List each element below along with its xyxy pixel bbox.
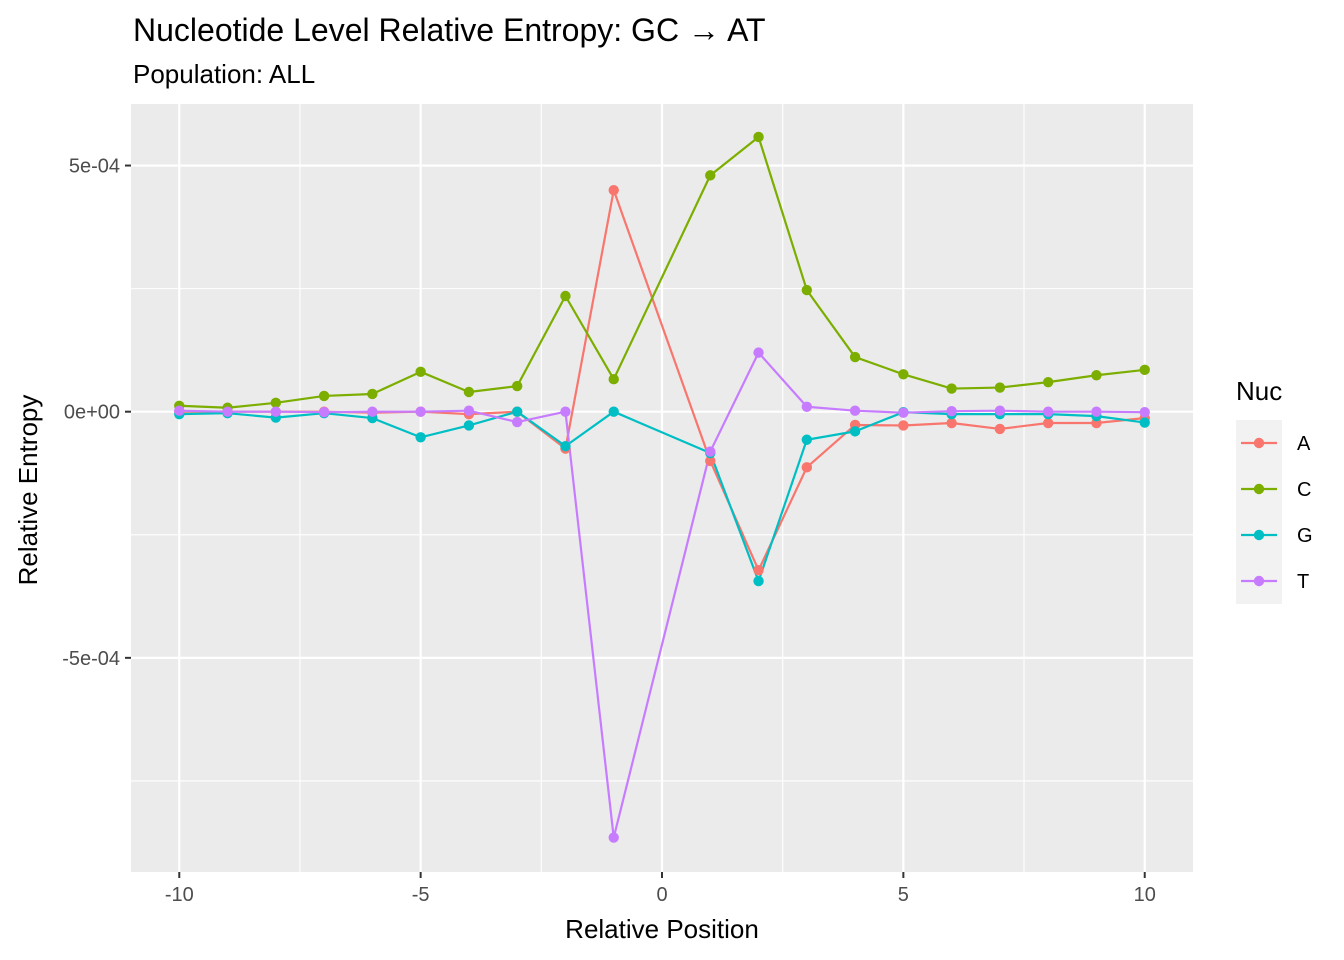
legend-key-point-T [1253, 575, 1265, 587]
data-point-C [753, 131, 764, 143]
data-point-C [1091, 370, 1102, 381]
data-point-T [222, 406, 233, 417]
y-tick-label: -5e-04 [62, 648, 120, 670]
data-point-G [801, 434, 813, 445]
data-point-C [849, 351, 861, 363]
grid-major [131, 104, 1193, 872]
y-tick-label: 5e-04 [69, 156, 120, 178]
data-point-T [367, 406, 378, 417]
y-axis: 5e-04 0e+00 -5e-04 [62, 156, 131, 670]
legend-title: Nuc [1236, 376, 1282, 406]
data-point-T [994, 405, 1006, 416]
data-point-G [849, 426, 861, 437]
data-point-C [898, 369, 909, 380]
legend-label-G: G [1297, 525, 1313, 547]
data-point-A [1042, 417, 1054, 429]
x-axis-title: Relative Position [565, 914, 759, 944]
data-point-C [511, 380, 523, 392]
data-point-T [898, 407, 909, 418]
data-point-G [463, 420, 475, 431]
data-point-T [415, 406, 426, 417]
data-point-T [608, 832, 619, 843]
legend-key-point-G [1253, 529, 1265, 541]
data-point-G [608, 406, 619, 417]
chart-title: Nucleotide Level Relative Entropy: GC → … [133, 12, 766, 48]
y-axis-title: Relative Entropy [13, 395, 43, 586]
data-point-A [801, 462, 813, 473]
x-axis: -10 -5 0 5 10 [165, 872, 1156, 906]
data-point-T [946, 406, 957, 417]
data-point-A [753, 565, 764, 576]
data-point-G [415, 432, 426, 443]
data-point-A [946, 417, 957, 429]
data-point-T [463, 405, 475, 416]
data-point-G [753, 575, 764, 587]
legend-key-point-C [1253, 483, 1265, 495]
x-tick-label: 5 [898, 884, 909, 906]
data-point-T [1042, 406, 1054, 417]
data-point-C [560, 290, 571, 302]
legend-items: A C G T [1241, 433, 1313, 593]
data-point-T [801, 401, 813, 412]
data-point-C [415, 366, 426, 378]
data-point-A [705, 455, 716, 467]
data-point-C [367, 388, 378, 400]
data-point-A [608, 184, 619, 196]
legend: Nuc A C G T [1236, 376, 1313, 604]
series-line-C [179, 135, 1145, 409]
legend-label-A: A [1297, 433, 1311, 455]
legend-key-background [1236, 420, 1282, 604]
data-point-T [318, 406, 330, 418]
data-point-C [270, 397, 282, 409]
data-point-T [705, 446, 716, 457]
data-point-A [898, 420, 909, 431]
series-line-G [179, 410, 1145, 583]
data-point-G [1139, 417, 1150, 428]
data-point-T [174, 405, 185, 416]
data-point-C [318, 390, 330, 402]
series-line-T [179, 351, 1145, 839]
x-tick-label: 10 [1134, 884, 1156, 906]
legend-label-T: T [1297, 571, 1309, 593]
chart-subtitle: Population: ALL [133, 59, 315, 89]
x-tick-label: 0 [656, 884, 667, 906]
data-point-C [801, 284, 813, 296]
data-point-A [994, 423, 1006, 435]
legend-key-point-A [1253, 437, 1265, 449]
data-point-G [511, 406, 523, 417]
data-point-T [511, 416, 523, 428]
data-point-C [946, 383, 957, 394]
x-tick-label: -5 [412, 884, 430, 906]
series-layer [174, 131, 1150, 843]
data-point-G [560, 440, 571, 452]
data-point-T [1139, 406, 1150, 418]
data-point-C [608, 374, 619, 385]
data-point-T [753, 347, 764, 358]
data-point-C [1042, 376, 1054, 388]
data-point-T [849, 405, 861, 416]
y-tick-label: 0e+00 [64, 402, 120, 424]
data-point-C [1139, 364, 1150, 376]
data-point-C [463, 386, 475, 398]
data-point-T [1091, 406, 1102, 417]
data-point-C [705, 170, 716, 181]
data-point-T [270, 406, 282, 417]
data-point-T [560, 406, 571, 417]
legend-label-C: C [1297, 479, 1311, 501]
data-point-C [994, 382, 1006, 393]
x-tick-label: -10 [165, 884, 194, 906]
